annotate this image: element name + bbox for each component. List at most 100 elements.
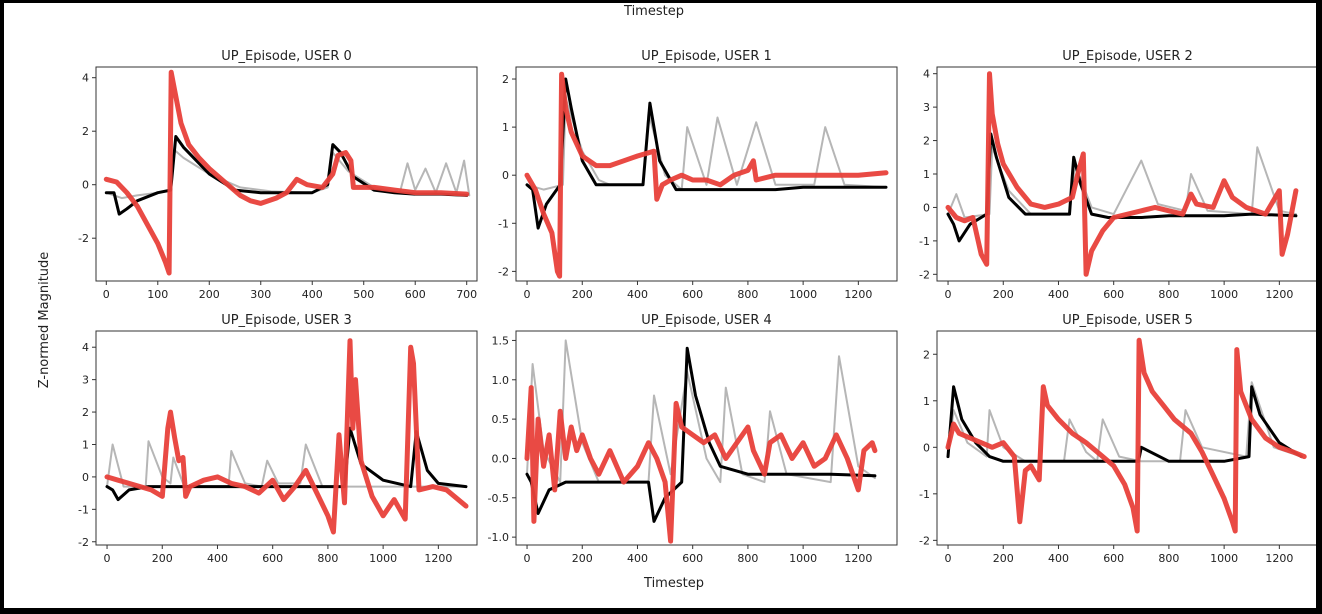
x-tick-label: 1000 <box>1210 288 1238 301</box>
x-tick-label: 1200 <box>1265 552 1293 565</box>
subplot-title: UP_Episode, USER 5 <box>1062 313 1193 328</box>
y-tick-label: 1 <box>82 438 89 451</box>
y-tick-label: 4 <box>923 68 930 81</box>
series-line-black <box>946 132 1298 243</box>
y-tick-label: 2 <box>82 406 89 419</box>
axes-frame <box>515 330 898 546</box>
series-line-red <box>945 337 1307 534</box>
x-tick-label: 600 <box>1103 288 1124 301</box>
x-tick-label: 0 <box>524 288 531 301</box>
x-tick-label: 100 <box>147 288 168 301</box>
x-tick-label: 200 <box>572 552 593 565</box>
y-tick-label: -2 <box>78 536 89 549</box>
x-tick-label: 1000 <box>369 552 397 565</box>
subplot-user-1: UP_Episode, USER 1 0 200 400 600 800 1000 1200 -… <box>498 49 898 301</box>
series-group <box>103 69 471 276</box>
y-tick-label: 3 <box>82 374 89 387</box>
y-tick-label: 0 <box>82 471 89 484</box>
x-tick-label: 400 <box>302 288 323 301</box>
x-tick-label: 0 <box>103 288 110 301</box>
series-group <box>104 338 469 535</box>
y-tick-label: 4 <box>82 341 89 354</box>
chart-figure: Timestep Timestep Z-normed Magnitude UP_Epi… <box>37 4 1316 591</box>
y-tick-label: 4 <box>82 72 89 85</box>
y-tick-label: 2 <box>923 135 930 148</box>
y-tick-label: 0 <box>923 441 930 454</box>
subplot-title: UP_Episode, USER 3 <box>221 313 352 328</box>
x-tick-label: 200 <box>152 552 173 565</box>
x-tick-label: 200 <box>993 288 1014 301</box>
y-tick-label: -1 <box>498 217 509 230</box>
x-tick-label: 300 <box>250 288 271 301</box>
x-tick-label: 800 <box>737 552 758 565</box>
axes-frame <box>95 66 478 282</box>
y-tick-label: -0.5 <box>488 492 509 505</box>
y-tick-label: 2 <box>502 73 509 86</box>
series-group <box>945 71 1299 277</box>
y-tick-label: -2 <box>919 534 930 547</box>
y-tick-label: 1 <box>923 395 930 408</box>
subplot-title: UP_Episode, USER 1 <box>641 49 772 64</box>
series-line-red <box>945 71 1299 277</box>
x-tick-label: 700 <box>456 288 477 301</box>
x-axis-label: Timestep <box>643 576 704 591</box>
y-tick-label: 1.0 <box>492 374 510 387</box>
axes-frame <box>936 66 1316 282</box>
y-tick-label: 0 <box>502 169 509 182</box>
subplot-user-2: UP_Episode, USER 2 0 200 400 600 800 1000 1200 -… <box>919 49 1316 301</box>
x-tick-label: 200 <box>199 288 220 301</box>
y-tick-label: 2 <box>923 348 930 361</box>
y-tick-label: -1.0 <box>488 531 509 544</box>
y-tick-label: 2 <box>82 125 89 138</box>
x-tick-label: 0 <box>945 288 952 301</box>
series-line-black <box>525 77 888 230</box>
subplot-title: UP_Episode, USER 0 <box>221 49 352 64</box>
subplot-user-4: UP_Episode, USER 4 0 200 400 600 800 1000 1200 -… <box>488 313 898 565</box>
x-tick-label: 400 <box>1048 288 1069 301</box>
y-tick-label: 1.5 <box>492 334 510 347</box>
x-tick-label: 1200 <box>844 552 872 565</box>
y-tick-label: 0 <box>923 201 930 214</box>
x-tick-label: 400 <box>207 552 228 565</box>
x-tick-label: 400 <box>627 288 648 301</box>
y-tick-label: -2 <box>919 268 930 281</box>
x-tick-label: 0 <box>945 552 952 565</box>
series-line-black <box>104 135 469 216</box>
x-tick-label: 500 <box>353 288 374 301</box>
x-tick-label: 600 <box>682 288 703 301</box>
series-group <box>524 339 878 544</box>
axes-frame <box>515 66 898 282</box>
series-line-red <box>104 338 469 535</box>
x-tick-label: 400 <box>1048 552 1069 565</box>
x-tick-label: 400 <box>627 552 648 565</box>
y-tick-label: 0.5 <box>492 413 510 426</box>
top-timestep-label: Timestep <box>623 4 684 19</box>
x-tick-label: 600 <box>682 552 703 565</box>
x-tick-label: 1000 <box>1210 552 1238 565</box>
y-tick-label: -1 <box>919 488 930 501</box>
x-tick-label: 200 <box>993 552 1014 565</box>
x-tick-label: 0 <box>524 552 531 565</box>
axes-frame <box>95 330 478 546</box>
x-tick-label: 1200 <box>844 288 872 301</box>
axes-frame <box>936 330 1316 546</box>
y-tick-label: 1 <box>923 168 930 181</box>
series-group <box>945 337 1307 534</box>
x-tick-label: 1000 <box>789 552 817 565</box>
y-tick-label: 0 <box>82 179 89 192</box>
subplot-title: UP_Episode, USER 4 <box>641 313 772 328</box>
x-tick-label: 600 <box>262 552 283 565</box>
x-tick-label: 1200 <box>424 552 452 565</box>
series-group <box>524 71 889 279</box>
figure-frame: Timestep Timestep Z-normed Magnitude UP_Epi… <box>4 3 1316 608</box>
x-tick-label: 1000 <box>789 288 817 301</box>
x-tick-label: 200 <box>572 288 593 301</box>
series-line-red <box>524 71 889 279</box>
y-tick-label: -1 <box>919 235 930 248</box>
y-tick-label: 1 <box>502 121 509 134</box>
x-tick-label: 1200 <box>1265 288 1293 301</box>
y-tick-label: 3 <box>923 101 930 114</box>
x-tick-label: 0 <box>104 552 111 565</box>
x-tick-label: 800 <box>1158 288 1179 301</box>
series-line-gray <box>526 339 876 484</box>
